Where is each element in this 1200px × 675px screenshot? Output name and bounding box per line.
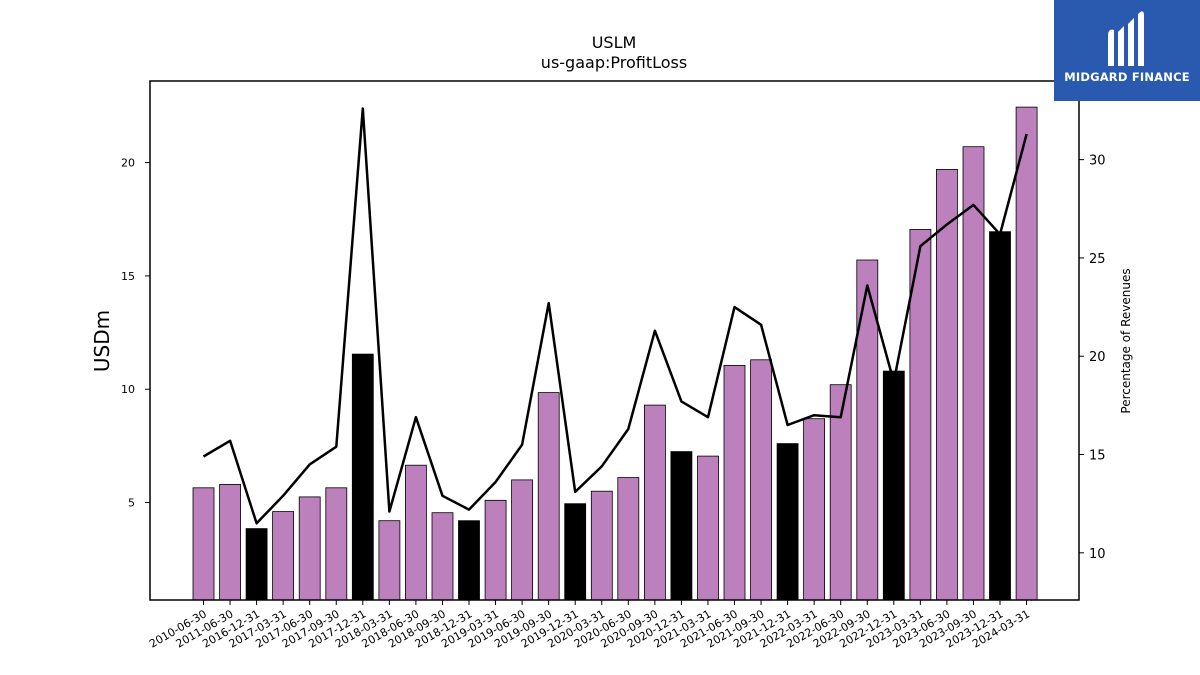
bar-2020-09-30: [644, 404, 666, 601]
plot-frame: [149, 80, 1080, 601]
bar-2022-12-31: [882, 370, 905, 601]
chart-subtitle: us-gaap:ProfitLoss: [541, 53, 687, 72]
bar-2020-12-31: [670, 451, 693, 601]
bar-2020-03-31: [590, 490, 613, 601]
x-axis: 2010-06-302011-06-302016-12-312017-03-31…: [147, 600, 1032, 651]
y-right-tick-label: 30: [1089, 154, 1106, 169]
y-right-tick-label: 20: [1089, 350, 1106, 365]
y-axis-label-left: USDm: [90, 310, 114, 372]
bar-2018-06-30: [404, 464, 427, 601]
right-axis: 10 15 20 25 30: [1079, 154, 1106, 562]
brand-logo: MIDGARD FINANCE: [1054, 0, 1200, 101]
bar-2017-03-31: [272, 511, 295, 601]
y-tick-label: 5: [128, 497, 135, 510]
logo-mark-icon: [1108, 11, 1144, 67]
bar-series: [192, 106, 1038, 601]
bar-2024-03-31: [1015, 106, 1038, 601]
y-right-tick-label: 15: [1089, 449, 1106, 464]
bar-2020-06-30: [617, 477, 640, 601]
y-right-tick-label: 25: [1089, 252, 1106, 267]
bar-2017-06-30: [298, 496, 321, 601]
bar-2022-03-31: [803, 418, 825, 601]
bar-2018-09-30: [431, 512, 454, 601]
bar-2021-12-31: [776, 443, 799, 601]
percentage-line: [202, 107, 1028, 525]
bar-2018-12-31: [458, 520, 480, 601]
bar-2021-09-30: [750, 359, 772, 601]
bar-2016-12-31: [245, 528, 268, 601]
bar-2019-06-30: [511, 479, 534, 601]
bar-2019-03-31: [484, 499, 507, 601]
bar-2023-06-30: [936, 168, 958, 601]
y-tick-label: 20: [121, 157, 135, 170]
bar-2023-12-31: [989, 231, 1011, 601]
bar-2011-06-30: [219, 483, 242, 601]
logo-text: MIDGARD FINANCE: [1064, 70, 1190, 84]
bar-2018-03-31: [378, 520, 401, 601]
bar-2010-06-30: [192, 487, 215, 601]
y-axis-label-right: Percentage of Revenues: [1119, 268, 1133, 413]
bar-2019-09-30: [537, 392, 560, 601]
bar-2021-06-30: [723, 364, 746, 601]
bar-2017-09-30: [325, 487, 348, 601]
bar-2017-12-31: [351, 353, 374, 601]
y-right-tick-label: 10: [1089, 547, 1106, 562]
y-tick-label: 15: [121, 270, 135, 283]
bar-2021-03-31: [697, 455, 719, 601]
chart-title: USLM: [592, 33, 637, 52]
y-tick-label: 10: [121, 383, 135, 396]
bar-2019-12-31: [564, 503, 587, 601]
line-series: [202, 107, 1028, 525]
left-axis: 5 10 15 20: [121, 157, 150, 510]
